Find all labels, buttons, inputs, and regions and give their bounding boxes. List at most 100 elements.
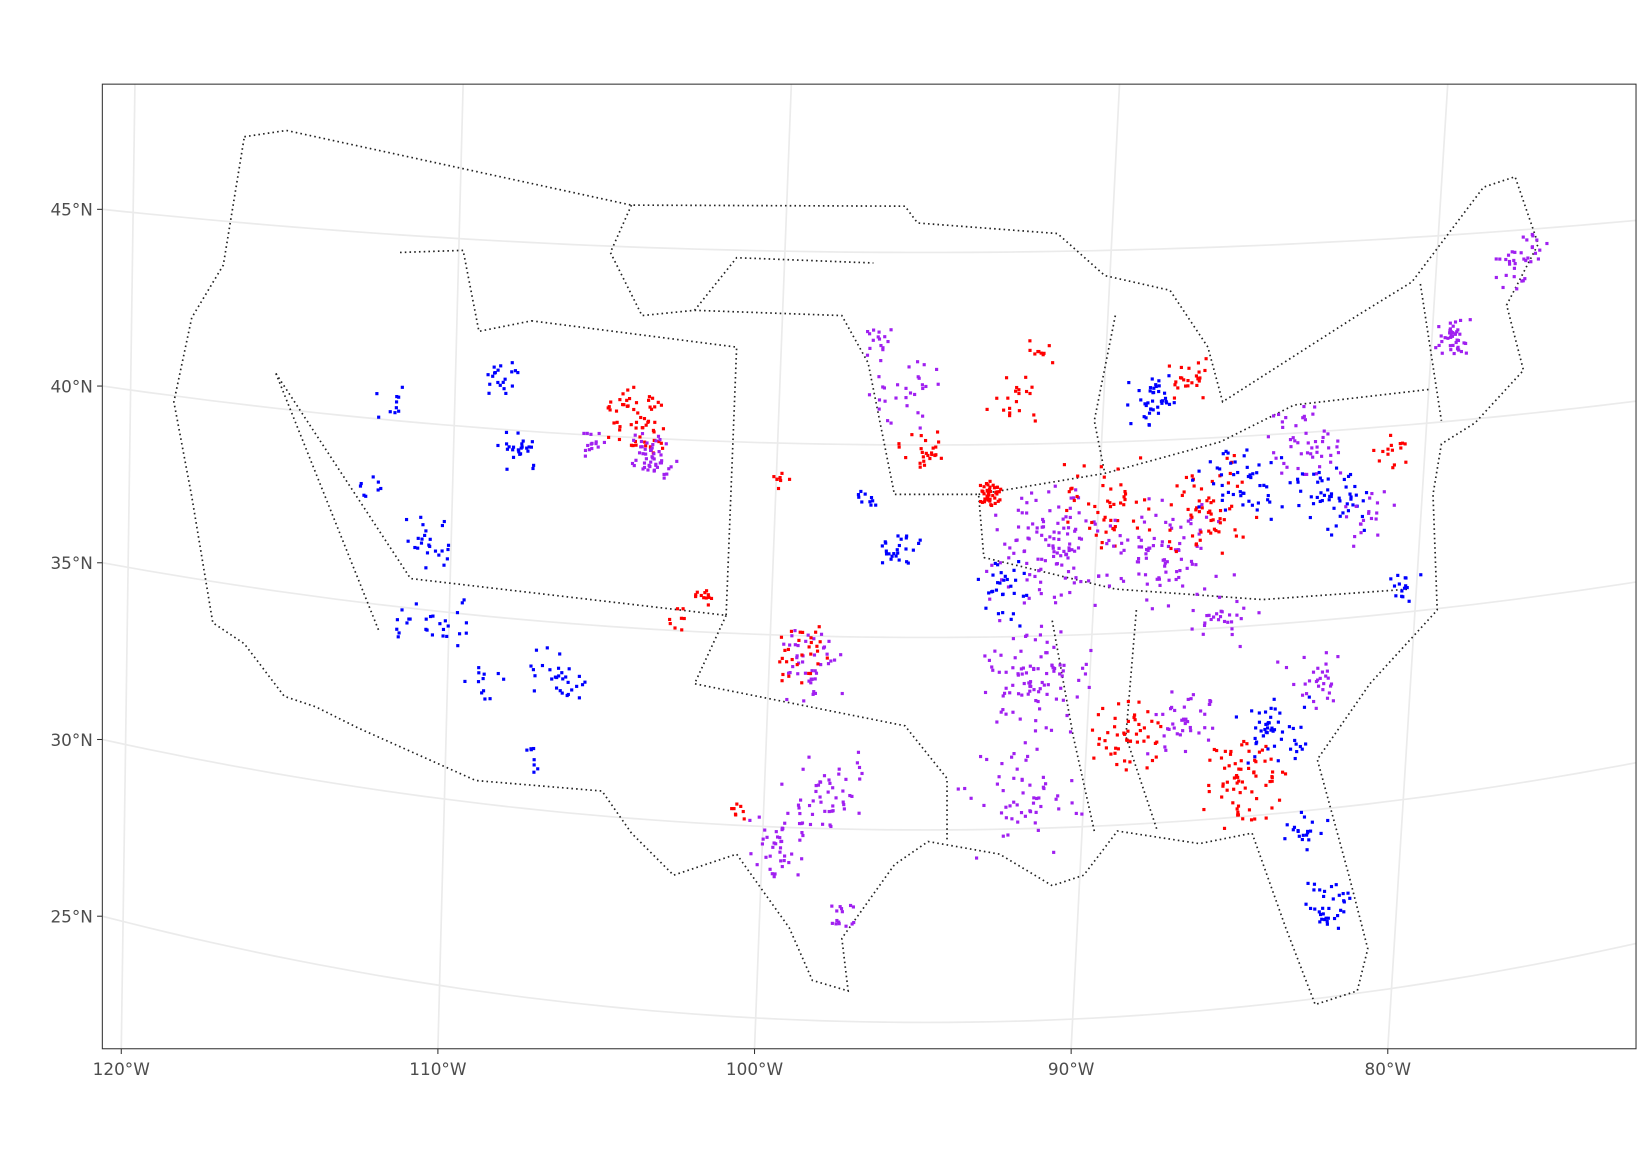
site-point [1024, 758, 1028, 762]
site-point [1189, 522, 1193, 526]
site-point [1329, 494, 1333, 499]
site-point [496, 671, 500, 676]
site-point [1004, 686, 1008, 690]
site-point [1007, 556, 1011, 560]
site-point [618, 398, 622, 402]
site-point [904, 386, 908, 390]
site-point [882, 386, 887, 390]
site-point [772, 475, 776, 479]
site-point [1325, 919, 1329, 924]
site-point [404, 517, 409, 522]
site-point [1192, 484, 1196, 488]
site-point [1314, 679, 1319, 684]
site-point [583, 448, 588, 453]
site-point [1258, 483, 1262, 488]
site-point [1392, 584, 1397, 588]
site-point [1099, 465, 1103, 469]
site-point [1172, 401, 1176, 405]
site-point [1057, 505, 1061, 509]
site-point [1042, 351, 1046, 355]
site-point [652, 457, 656, 461]
site-point [1001, 834, 1005, 838]
site-point [811, 692, 815, 696]
site-point [1348, 896, 1352, 900]
site-point [388, 410, 392, 414]
site-point [566, 680, 570, 684]
site-point [1247, 766, 1251, 770]
site-point [662, 476, 666, 480]
site-point [1180, 376, 1184, 380]
site-point [1108, 524, 1112, 528]
site-point [668, 621, 672, 626]
site-point [1223, 749, 1227, 753]
site-point [757, 815, 761, 819]
site-point [1302, 705, 1307, 709]
site-point [421, 523, 425, 527]
x-tick-label: 80°W [1365, 1059, 1412, 1079]
site-point [1203, 726, 1207, 730]
site-point [828, 781, 832, 785]
site-point [462, 598, 466, 602]
site-point [1137, 700, 1141, 704]
site-point [1300, 747, 1304, 751]
site-point [1352, 544, 1356, 548]
site-point [1332, 506, 1336, 510]
site-point [1024, 389, 1029, 394]
site-point [1263, 710, 1268, 714]
site-point [1139, 538, 1143, 542]
site-point [646, 420, 650, 424]
site-point [419, 541, 424, 545]
site-point [783, 854, 787, 858]
site-point [1299, 489, 1303, 493]
site-point [669, 465, 673, 469]
site-point [1144, 556, 1148, 560]
site-point [1047, 344, 1051, 348]
site-point [1236, 810, 1240, 814]
site-point [1212, 747, 1216, 752]
site-point [1048, 535, 1052, 539]
site-point [1205, 499, 1209, 503]
site-point [979, 754, 983, 759]
site-point [1061, 698, 1065, 702]
site-point [871, 499, 875, 503]
site-point [1056, 794, 1060, 798]
site-point [1157, 379, 1161, 383]
site-point [785, 660, 789, 664]
site-point [529, 748, 533, 752]
site-point [1163, 564, 1167, 568]
site-point [1179, 525, 1183, 529]
site-point [818, 795, 822, 799]
site-point [1150, 607, 1154, 611]
site-point [1526, 256, 1530, 260]
site-point [1068, 730, 1073, 734]
site-point [602, 440, 606, 445]
site-point [1225, 788, 1229, 792]
site-point [801, 660, 805, 664]
site-point [1162, 558, 1167, 562]
site-point [844, 924, 848, 928]
site-point [741, 809, 745, 814]
site-point [1006, 396, 1010, 400]
site-point [651, 442, 655, 447]
site-point [1170, 690, 1174, 694]
site-point [1327, 446, 1331, 450]
site-point [1245, 742, 1249, 746]
site-point [1198, 538, 1202, 542]
state-border [275, 319, 738, 617]
site-point [1215, 748, 1219, 753]
site-point [1210, 479, 1214, 484]
site-point [643, 447, 647, 451]
site-point [856, 750, 861, 754]
site-point [877, 337, 882, 341]
site-point [838, 905, 842, 909]
site-point [1174, 380, 1178, 384]
site-point [798, 630, 802, 634]
site-point [1000, 762, 1004, 766]
site-point [1451, 324, 1455, 328]
site-point [1093, 522, 1097, 526]
site-point [1375, 501, 1380, 505]
site-point [1076, 546, 1081, 550]
site-point [464, 631, 468, 635]
site-point [1450, 334, 1455, 338]
site-point [981, 490, 985, 494]
